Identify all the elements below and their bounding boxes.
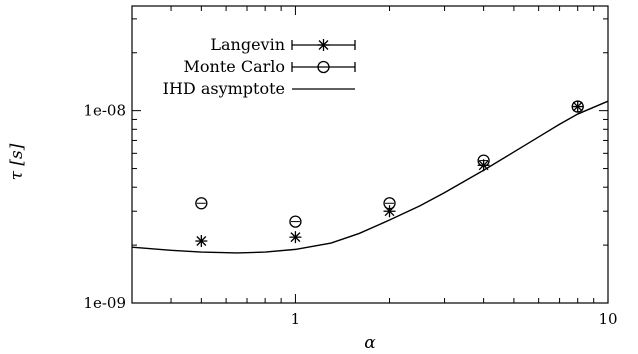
data-series [131,100,609,254]
x-tick-label: 10 [598,310,617,328]
data-point-monte-carlo [477,154,490,167]
legend-label: Langevin [210,35,285,54]
x-tick-label: 1 [291,310,301,328]
legend-marker [317,60,330,74]
legend: Langevin Monte Carlo IHD asymptote [163,35,356,98]
legend-item: Langevin [210,35,356,54]
legend-label: IHD asymptote [163,79,285,98]
series-line-ihd-asymptote [131,100,609,254]
x-axis-label: α [364,333,376,353]
legend-item: Monte Carlo [184,57,356,76]
series-ihd-asymptote [131,100,609,254]
data-point-monte-carlo [289,215,302,228]
data-point-monte-carlo [383,197,396,210]
legend-marker [317,39,330,51]
axis-ticks [131,6,609,304]
y-tick-label: 1e-08 [83,102,126,120]
y-axis-label: τ [s] [7,143,27,180]
y-tick-label: 1e-09 [83,294,126,312]
legend-item: IHD asymptote [163,79,355,98]
data-point-langevin [289,231,302,244]
data-point-monte-carlo [571,100,584,113]
series-monte-carlo [195,100,584,228]
data-point-monte-carlo [195,197,208,210]
plot-frame [131,5,609,304]
series-langevin [195,100,584,248]
legend-label: Monte Carlo [184,57,285,76]
axis-tick-labels: 1 10 1e-09 1e-08 [83,102,617,328]
data-point-langevin [195,235,208,248]
